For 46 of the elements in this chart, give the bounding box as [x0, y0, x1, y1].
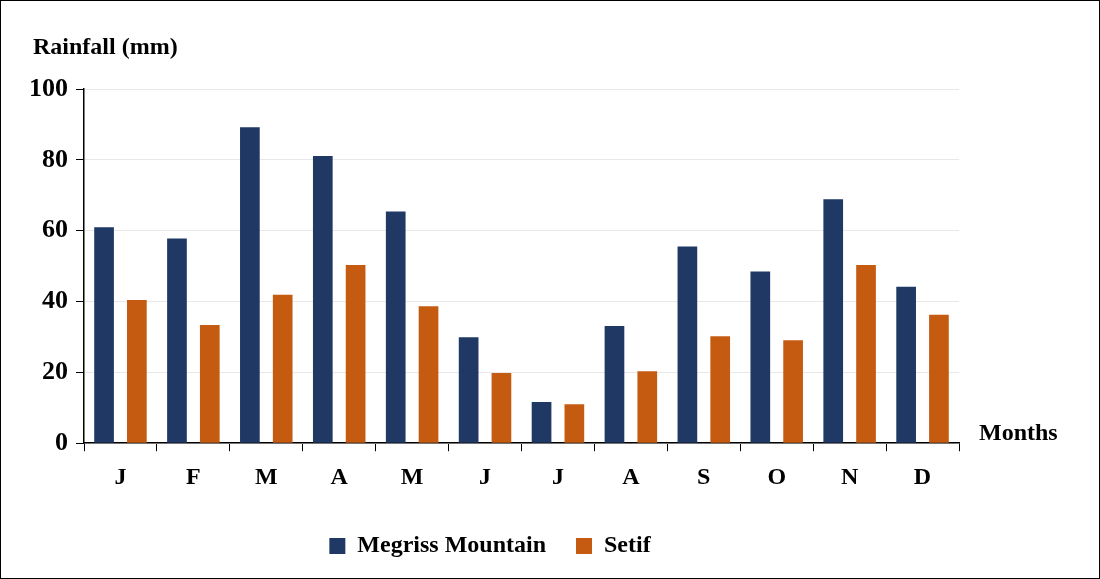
- y-tick-label: 80: [42, 143, 68, 173]
- x-tick-label: A: [330, 462, 349, 489]
- bar: [823, 199, 844, 443]
- bar: [199, 324, 220, 443]
- x-tick-label: M: [254, 462, 278, 489]
- x-axis-title: Months: [979, 419, 1058, 446]
- bar: [94, 227, 114, 443]
- y-tick-label: 60: [42, 214, 68, 244]
- bar: [385, 211, 406, 443]
- bar: [896, 286, 916, 443]
- bar: [677, 246, 698, 443]
- x-tick-label: A: [622, 462, 641, 489]
- y-tick-label: 100: [29, 72, 68, 102]
- x-tick-label: F: [186, 462, 201, 489]
- bar: [418, 306, 439, 443]
- x-tick-label: N: [840, 462, 859, 489]
- bar: [345, 265, 366, 443]
- bar: [458, 337, 479, 443]
- legend-label: Megriss Mountain: [357, 531, 547, 558]
- bar: [783, 340, 803, 443]
- bar: [637, 371, 658, 443]
- bar: [750, 271, 771, 443]
- bar: [929, 314, 949, 443]
- bar: [856, 265, 876, 443]
- bar: [312, 155, 333, 443]
- x-tick-label: D: [913, 462, 932, 489]
- x-tick-label: J: [551, 462, 564, 489]
- bar: [531, 402, 552, 443]
- y-tick-label: 20: [42, 356, 68, 386]
- legend-label: Setif: [604, 531, 652, 558]
- y-tick-label: 0: [55, 426, 68, 456]
- bar: [710, 336, 731, 443]
- x-tick-label: J: [479, 462, 492, 489]
- x-tick-label: J: [114, 462, 127, 489]
- y-axis-title: Rainfall (mm): [33, 33, 178, 60]
- bar: [491, 373, 512, 443]
- bar: [604, 325, 625, 443]
- bar: [564, 404, 585, 443]
- bar: [240, 127, 260, 443]
- bar: [127, 300, 147, 443]
- bar: [272, 294, 293, 443]
- x-tick-label: M: [400, 462, 424, 489]
- x-tick-label: O: [767, 462, 787, 489]
- x-tick-label: S: [697, 462, 711, 489]
- y-tick-label: 40: [42, 285, 68, 315]
- bar: [167, 238, 187, 443]
